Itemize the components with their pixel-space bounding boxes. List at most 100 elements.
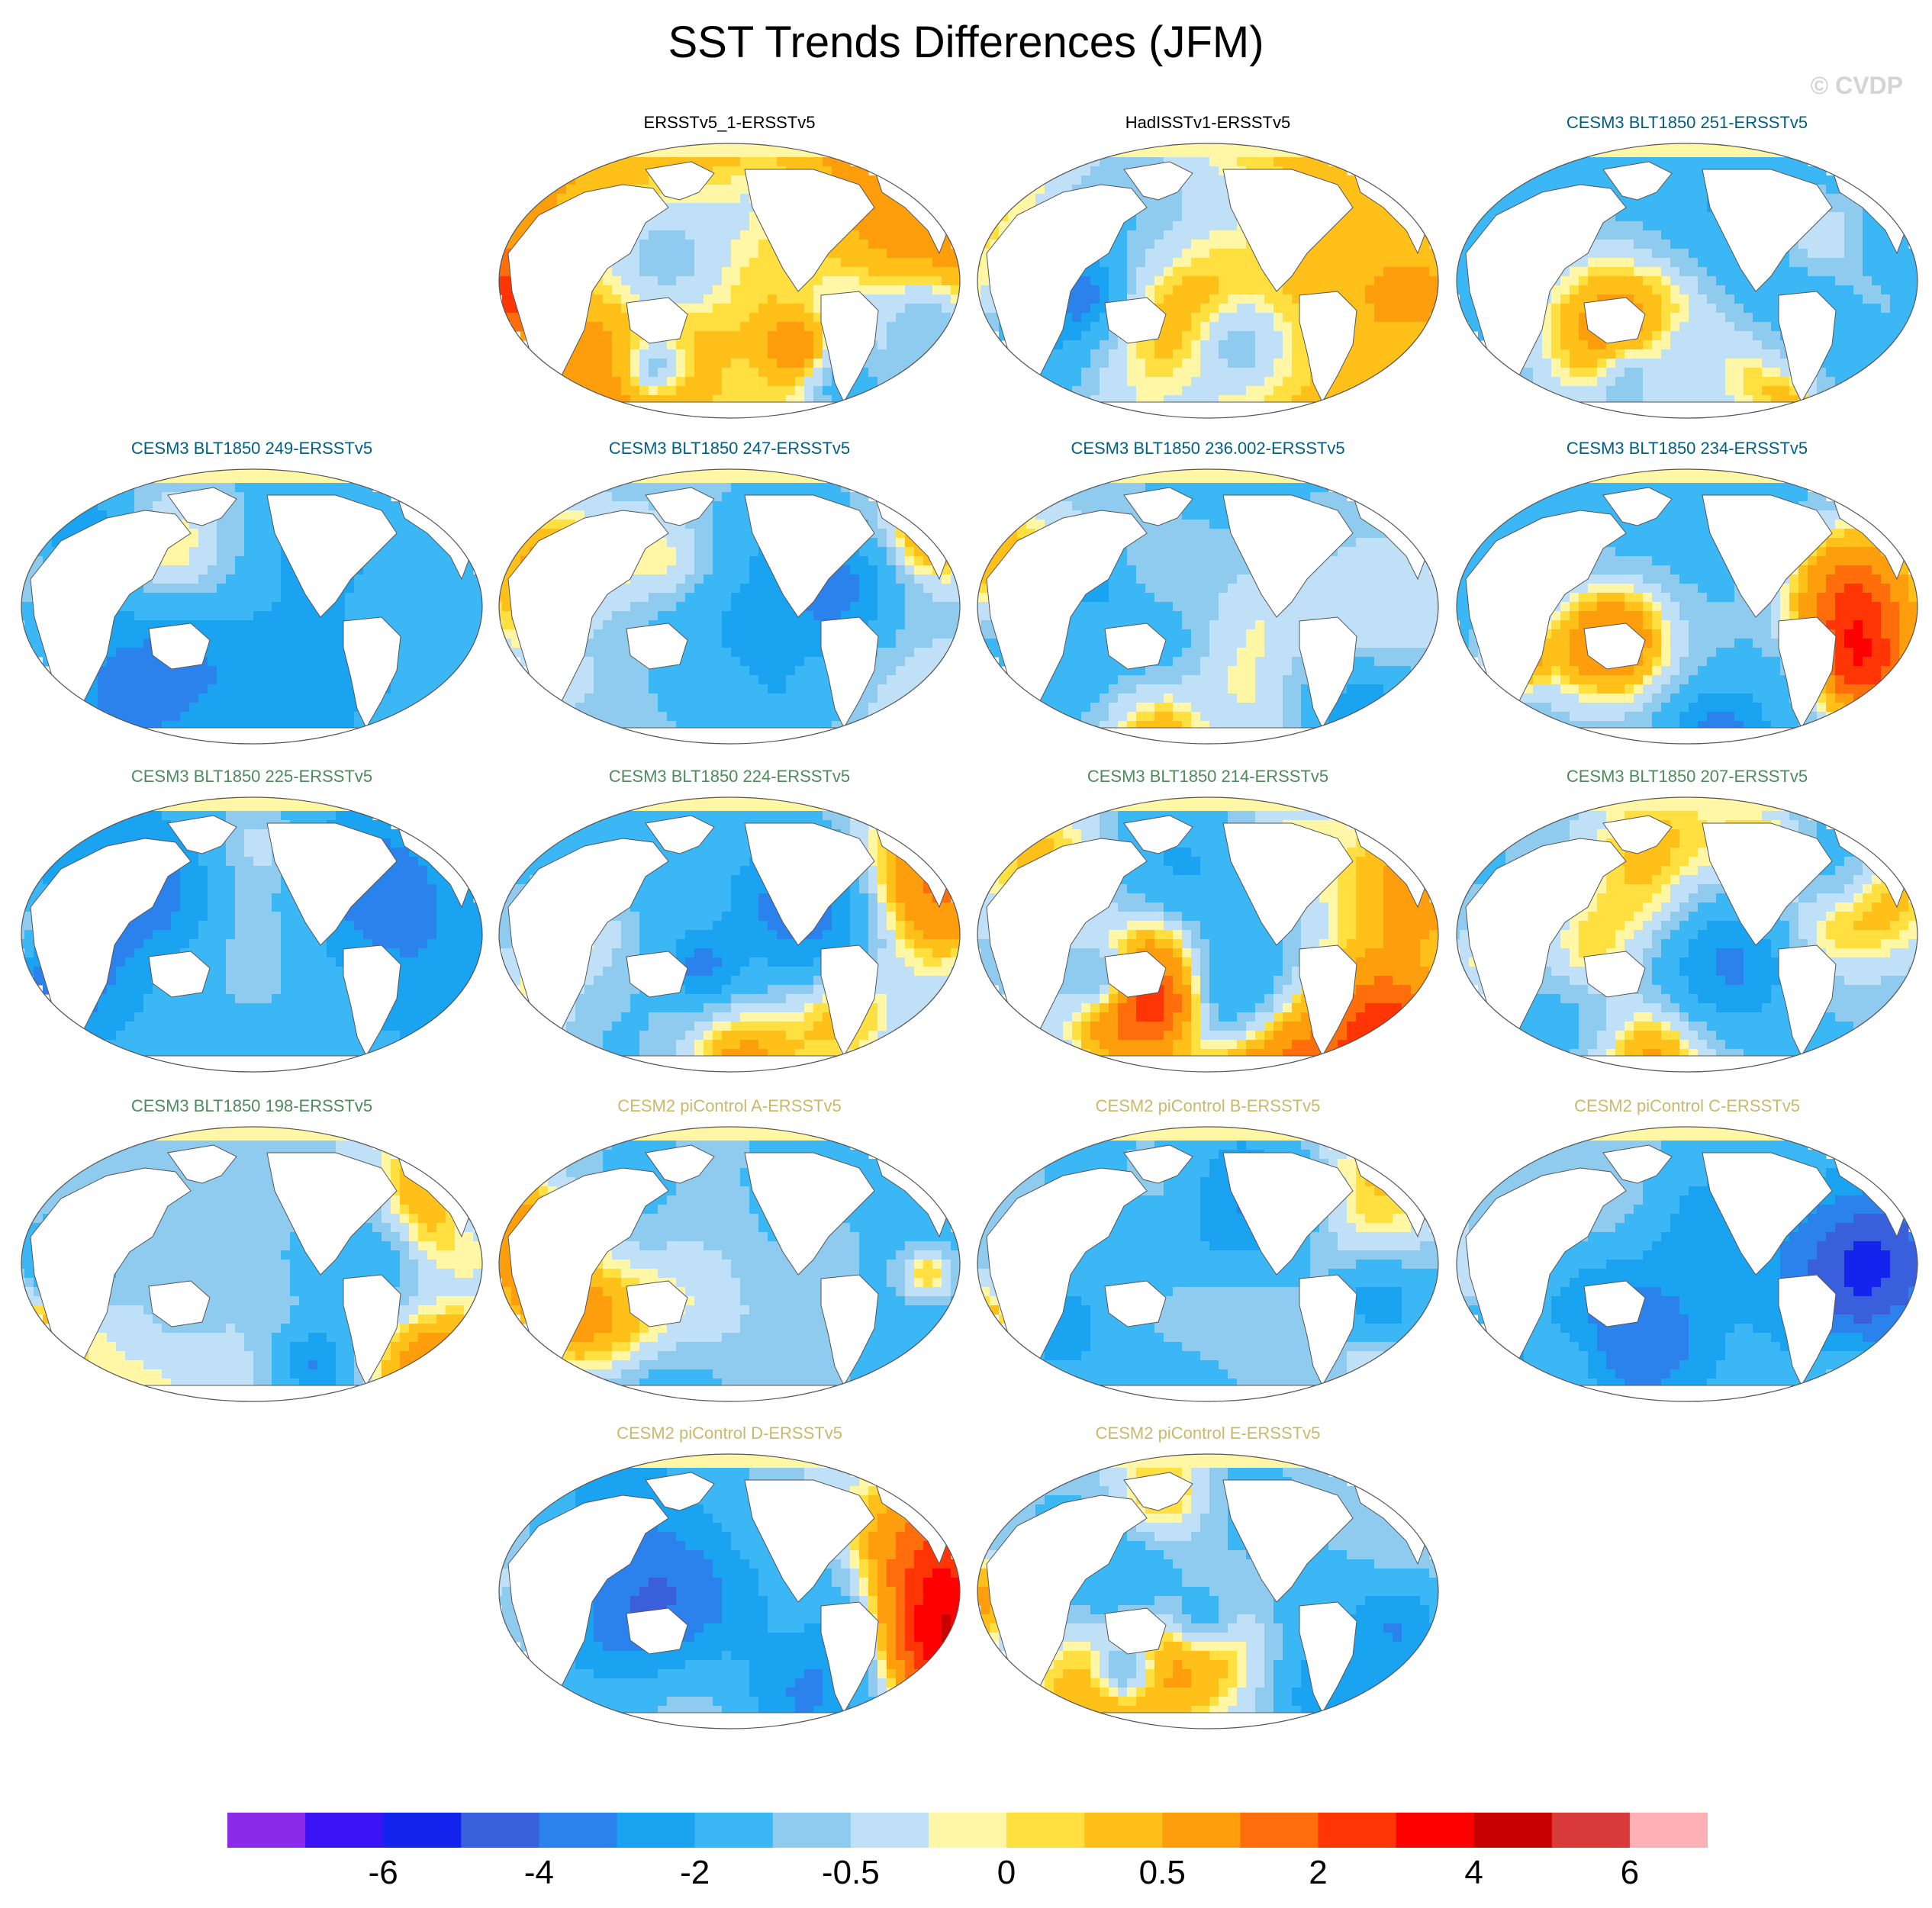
- colorbar-swatch: [850, 1813, 929, 1848]
- land-mass: [1299, 1601, 1357, 1714]
- land-mass: [1001, 727, 1415, 744]
- sst-map: [21, 796, 483, 1073]
- land-mass: [626, 1280, 688, 1327]
- sst-map: [977, 143, 1439, 419]
- map-panel: CESM3 BLT1850 214-ERSSTv5: [971, 767, 1444, 1087]
- sst-map: [977, 468, 1439, 745]
- panel-title: HadISSTv1-ERSSTv5: [971, 113, 1444, 133]
- land-mass: [523, 1055, 936, 1072]
- map-panel: CESM3 BLT1850 225-ERSSTv5: [15, 767, 488, 1087]
- land-mass: [1583, 623, 1646, 670]
- colorbar-swatch: [928, 1813, 1007, 1848]
- land-mass: [645, 1472, 715, 1511]
- map-outline: [1456, 143, 1918, 419]
- map-panel: CESM3 BLT1850 207-ERSSTv5: [1451, 767, 1924, 1087]
- colorbar-swatch: [1551, 1813, 1631, 1848]
- colorbar-swatch: [1240, 1813, 1319, 1848]
- land-mass: [1702, 169, 1833, 292]
- colorbar-swatch: [772, 1813, 852, 1848]
- land-mass: [1222, 169, 1354, 292]
- sst-map: [1456, 796, 1918, 1073]
- land-mass: [1299, 1274, 1357, 1387]
- map-panel: CESM2 piControl C-ERSSTv5: [1451, 1096, 1924, 1417]
- land-mass: [1778, 944, 1837, 1057]
- panel-title: CESM3 BLT1850 247-ERSSTv5: [493, 439, 966, 458]
- panel-title: CESM3 BLT1850 198-ERSSTv5: [15, 1096, 488, 1116]
- colorbar-swatch: [1162, 1813, 1241, 1848]
- sst-map: [498, 1126, 961, 1402]
- map-outline: [498, 796, 961, 1073]
- land-mass: [523, 401, 936, 418]
- land-mass: [1123, 815, 1193, 854]
- land-mass: [1001, 1055, 1415, 1072]
- land-mass: [45, 1385, 459, 1401]
- colorbar-swatch: [1396, 1813, 1475, 1848]
- land-mass: [744, 1152, 875, 1276]
- land-mass: [1001, 1385, 1415, 1401]
- sst-map: [1456, 1126, 1918, 1402]
- land-mass: [1104, 1607, 1167, 1655]
- land-mass: [1222, 1152, 1354, 1276]
- land-mass: [1480, 727, 1894, 744]
- land-mass: [1104, 297, 1167, 344]
- colorbar: [227, 1813, 1708, 1848]
- colorbar-swatch: [539, 1813, 618, 1848]
- sst-map: [498, 143, 961, 419]
- land-mass: [1001, 401, 1415, 418]
- panel-title: CESM3 BLT1850 234-ERSSTv5: [1451, 439, 1924, 458]
- land-mass: [1299, 291, 1357, 404]
- land-mass: [1480, 1385, 1894, 1401]
- land-mass: [343, 1274, 401, 1387]
- land-mass: [1222, 494, 1354, 618]
- panel-title: CESM3 BLT1850 207-ERSSTv5: [1451, 767, 1924, 787]
- land-mass: [1602, 1144, 1673, 1184]
- panel-title: CESM2 piControl C-ERSSTv5: [1451, 1096, 1924, 1116]
- land-mass: [343, 944, 401, 1057]
- map-panel: CESM3 BLT1850 224-ERSSTv5: [493, 767, 966, 1087]
- colorbar-swatch: [1318, 1813, 1397, 1848]
- land-mass: [626, 1607, 688, 1655]
- colorbar-tick-label: 2: [1309, 1854, 1327, 1892]
- map-panel: CESM2 piControl D-ERSSTv5: [493, 1424, 966, 1744]
- sst-map: [1456, 468, 1918, 745]
- panel-title: CESM3 BLT1850 225-ERSSTv5: [15, 767, 488, 787]
- colorbar-tick-label: -4: [524, 1854, 554, 1892]
- land-mass: [1702, 1152, 1833, 1276]
- sst-map: [21, 468, 483, 745]
- map-outline: [498, 468, 961, 745]
- panel-title: CESM3 BLT1850 214-ERSSTv5: [971, 767, 1444, 787]
- panel-title: ERSSTv5_1-ERSSTv5: [493, 113, 966, 133]
- map-panel: CESM3 BLT1850 198-ERSSTv5: [15, 1096, 488, 1417]
- land-mass: [148, 623, 211, 670]
- land-mass: [1299, 616, 1357, 729]
- land-mass: [744, 169, 875, 292]
- map-panel: ERSSTv5_1-ERSSTv5: [493, 113, 966, 433]
- map-panel: CESM2 piControl E-ERSSTv5: [971, 1424, 1444, 1744]
- colorbar-tick-label: 4: [1464, 1854, 1483, 1892]
- map-outline: [21, 796, 483, 1073]
- land-mass: [1602, 815, 1673, 854]
- map-panel: CESM3 BLT1850 236.002-ERSSTv5: [971, 439, 1444, 759]
- map-panel: HadISSTv1-ERSSTv5: [971, 113, 1444, 433]
- panel-title: CESM3 BLT1850 236.002-ERSSTv5: [971, 439, 1444, 458]
- land-mass: [1778, 291, 1837, 404]
- land-mass: [626, 623, 688, 670]
- panel-title: CESM2 piControl A-ERSSTv5: [493, 1096, 966, 1116]
- land-mass: [167, 487, 237, 526]
- land-mass: [1123, 161, 1193, 201]
- land-mass: [1480, 1055, 1894, 1072]
- land-mass: [645, 815, 715, 854]
- panel-title: CESM2 piControl E-ERSSTv5: [971, 1424, 1444, 1443]
- map-panel: CESM2 piControl A-ERSSTv5: [493, 1096, 966, 1417]
- colorbar-swatch: [305, 1813, 384, 1848]
- land-mass: [820, 616, 879, 729]
- map-outline: [1456, 796, 1918, 1073]
- land-mass: [523, 1385, 936, 1401]
- map-panel: CESM3 BLT1850 247-ERSSTv5: [493, 439, 966, 759]
- land-mass: [820, 1601, 879, 1714]
- colorbar-tick-label: 0: [997, 1854, 1016, 1892]
- map-outline: [1456, 1126, 1918, 1402]
- colorbar-swatch: [461, 1813, 539, 1848]
- land-mass: [1104, 623, 1167, 670]
- land-mass: [1104, 1280, 1167, 1327]
